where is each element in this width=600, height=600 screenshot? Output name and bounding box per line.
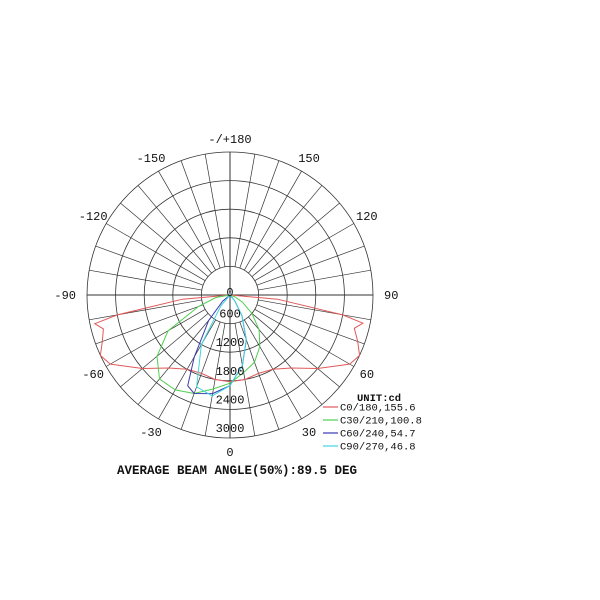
angle-tick-label: 90 [384,289,398,303]
grid-spoke [251,313,340,388]
legend-entry: C0/180,155.6 [340,403,416,415]
series-curve-3 [196,294,247,397]
grid-spoke [239,160,280,269]
grid-spoke [95,304,204,345]
angle-tick-label: -30 [140,426,162,440]
grid-spoke [180,160,221,269]
series-curve-0 [93,294,365,383]
grid-spoke [234,154,256,267]
grid-spoke [254,223,355,282]
unit-label: UNIT:cd [357,393,401,405]
ring-labels: 0 600 1200 1800 2400 3000 [216,286,245,436]
grid-spoke [254,308,355,367]
angle-tick-label: -120 [79,210,108,224]
angle-tick-label: 60 [360,368,374,382]
legend-entry: C60/240,54.7 [340,429,416,441]
grid-spoke [256,304,365,345]
radial-tick-label: 1800 [216,365,245,379]
legend: C0/180,155.6C30/210,100.8C60/240,54.7C90… [323,403,422,454]
grid-spoke [105,308,206,367]
angle-tick-label: 120 [356,210,378,224]
grid-spoke [204,154,226,267]
grid-spoke [89,269,202,291]
angle-tick-label: -150 [137,152,166,166]
angle-tick-label: 30 [302,426,316,440]
grid-spoke [137,185,212,274]
angle-labels: -/+180 150 -150 120 -120 90 -90 60 -60 30 -30 0 [54,133,398,460]
series-curve-1 [156,294,261,395]
grid-spoke [258,269,371,291]
radial-tick-label: 600 [219,308,241,322]
grid-spoke [89,299,202,321]
grid-spoke [158,170,217,271]
angle-tick-label: -60 [82,368,104,382]
candela-curves [93,294,365,397]
radial-tick-label: 3000 [216,422,245,436]
angle-tick-label: -/+180 [208,133,251,147]
grid-spoke [256,245,365,286]
grid-spoke [243,170,302,271]
radial-tick-label: 1200 [216,336,245,350]
grid-spoke [180,321,221,430]
grid-spoke [251,202,340,277]
angle-tick-label: -90 [54,289,76,303]
grid-spoke [120,202,209,277]
grid-spoke [248,316,323,405]
grid-spoke [248,185,323,274]
angle-tick-label: 150 [298,152,320,166]
grid-spoke [105,223,206,282]
beam-angle-footer: AVERAGE BEAM ANGLE(50%):89.5 DEG [117,464,357,478]
legend-entry: C30/210,100.8 [340,416,422,428]
grid-spoke [95,245,204,286]
grid-spoke [137,316,212,405]
radial-tick-label: 2400 [216,393,245,407]
grid-spoke [258,299,371,321]
grid-spoke [120,313,209,388]
angle-tick-label: 0 [226,446,233,460]
legend-entry: C90/270,46.8 [340,442,416,454]
polar-grid [86,151,374,439]
radial-tick-label: 0 [226,286,233,300]
